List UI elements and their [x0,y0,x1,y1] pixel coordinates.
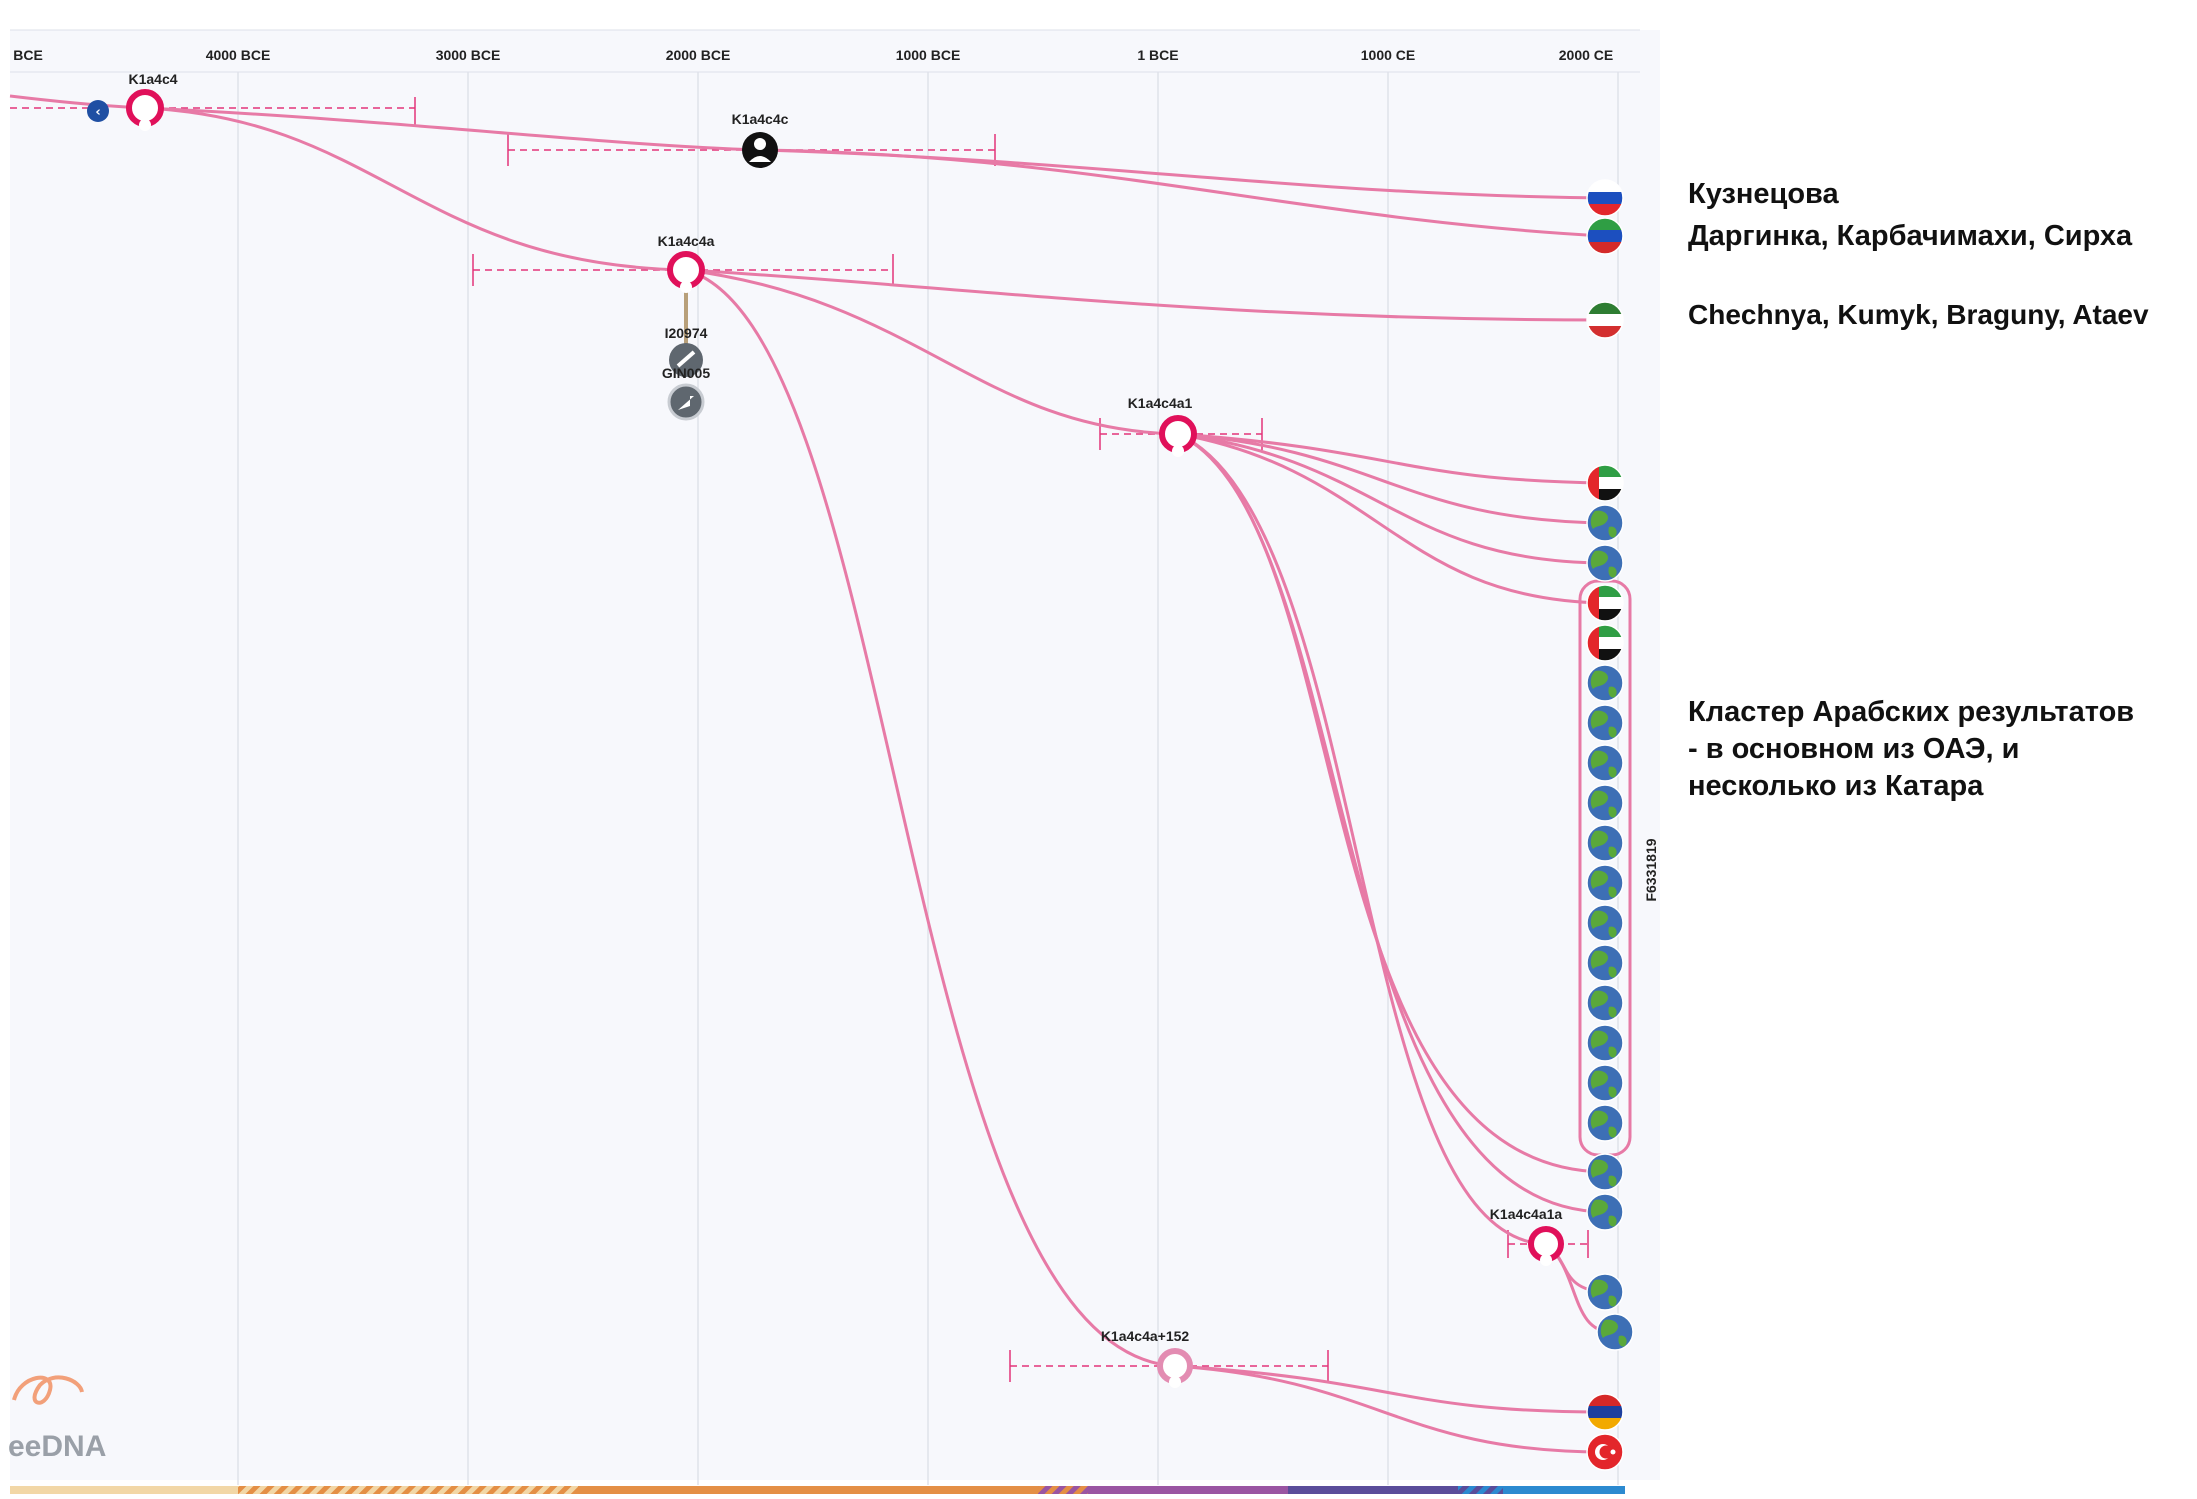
tick-label-2000-ce: 2000 CE [1559,47,1613,63]
tick-label-1-bce: 1 BCE [1137,47,1178,63]
globe-flag-icon[interactable] [1586,1024,1624,1062]
node-label-k1a4c4a152: K1a4c4a+152 [1101,1328,1190,1344]
node-label-k1a4c4c: K1a4c4c [732,111,789,127]
globe-flag-icon[interactable] [1586,784,1624,822]
tick-label-4000-bce: 4000 BCE [206,47,271,63]
annotation-arab-cluster-line1: Кластер Арабских результатов [1688,696,2135,728]
turkey-flag-icon[interactable] [1586,1433,1624,1471]
sample-label-gin005: GIN005 [662,365,710,381]
globe-flag-icon[interactable] [1586,1193,1624,1231]
globe-flag-icon[interactable] [1586,1273,1624,1311]
time-axis-header [10,30,1660,72]
tick-label-1000-ce: 1000 CE [1361,47,1415,63]
annotation-kuznetsova: Кузнецова [1688,178,1839,210]
annotation-darginka: Даргинка, Карбачимахи, Сирха [1688,220,2133,252]
globe-flag-icon[interactable] [1586,704,1624,742]
globe-flag-icon[interactable] [1596,1313,1634,1351]
globe-flag-icon[interactable] [1586,1064,1624,1102]
dagestan-flag-icon[interactable] [1586,217,1624,255]
globe-flag-icon[interactable] [1586,544,1624,582]
annotation-arab-cluster-line3: несколько из Катара [1688,770,1984,802]
leaf-flags [1586,179,1634,1471]
sample-i20974[interactable]: I20974 [665,325,708,377]
node-label-k1a4c4: K1a4c4 [128,71,177,87]
uae-flag-icon[interactable] [1586,624,1624,662]
chechnya-flag-icon[interactable] [1586,301,1624,339]
russia-flag-icon[interactable] [1586,179,1624,217]
globe-flag-icon[interactable] [1586,504,1624,542]
annotation-arab-cluster-line2: - в основном из ОАЭ, и [1688,733,2020,765]
uae-flag-icon[interactable] [1586,584,1624,622]
tick-label-3000-bce: 3000 BCE [436,47,501,63]
sample-gin005[interactable]: GIN005 [662,365,710,421]
cluster-label-f6331819: F6331819 [1643,838,1659,901]
dna-logo-icon [12,1375,84,1405]
uae-flag-icon[interactable] [1586,464,1624,502]
node-k1a4c4a152[interactable]: K1a4c4a+152 [1101,1328,1193,1388]
tick-label-2000-bce: 2000 BCE [666,47,731,63]
globe-flag-icon[interactable] [1586,864,1624,902]
globe-flag-icon[interactable] [1586,1153,1624,1191]
tick-label-1000-bce: 1000 BCE [896,47,961,63]
annotation-chechnya: Chechnya, Kumyk, Braguny, Ataev [1688,299,2149,330]
tick-label-bce: BCE [13,47,43,63]
node-k1a4c4a1a[interactable]: K1a4c4a1a [1490,1206,1564,1266]
globe-flag-icon[interactable] [1586,1104,1624,1142]
globe-flag-icon[interactable] [1586,824,1624,862]
haplogroup-tree: BCE 4000 BCE 3000 BCE 2000 BCE 1000 BCE … [8,29,1660,1494]
node-k1a4c4a1[interactable]: K1a4c4a1 [1128,395,1197,457]
tree-branches [9,94,1616,1454]
sample-label-i20974: I20974 [665,325,708,341]
globe-flag-icon[interactable] [1586,744,1624,782]
node-label-k1a4c4a1a: K1a4c4a1a [1490,1206,1563,1222]
node-label-k1a4c4a: K1a4c4a [658,233,715,249]
node-k1a4c4a[interactable]: K1a4c4a [658,233,715,293]
era-color-bar [10,1486,1625,1494]
node-k1a4c4c[interactable]: K1a4c4c [732,111,789,168]
logo-text: eeDNA [8,1430,106,1463]
node-label-k1a4c4a1: K1a4c4a1 [1128,395,1193,411]
globe-flag-icon[interactable] [1586,944,1624,982]
chevron-left-icon: ‹ [95,105,100,120]
globe-flag-icon[interactable] [1586,904,1624,942]
back-button[interactable]: ‹ [87,100,109,122]
globe-flag-icon[interactable] [1586,664,1624,702]
globe-flag-icon[interactable] [1586,984,1624,1022]
armenia-flag-icon[interactable] [1586,1393,1624,1431]
logo: eeDNA [8,1375,106,1463]
node-k1a4c4[interactable]: K1a4c4 [126,71,178,131]
chart-background [10,30,1660,1480]
